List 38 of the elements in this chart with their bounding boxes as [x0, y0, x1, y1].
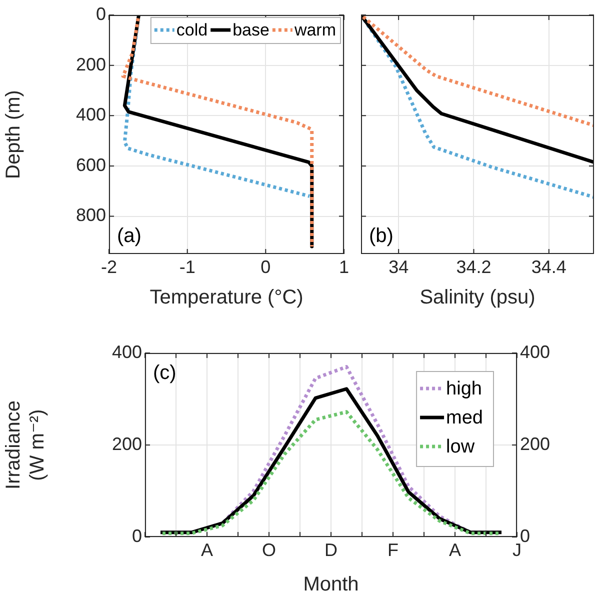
y2-tick-label: 0	[520, 526, 530, 546]
y-axis-title: Depth (m)	[2, 90, 25, 179]
y-tick-label: 200	[112, 434, 142, 454]
y-tick-label: 200	[76, 54, 106, 74]
x-tick-label: O	[262, 540, 276, 560]
y-tick-label: 400	[76, 104, 106, 125]
legend-label: med	[446, 408, 484, 429]
x-tick-label: A	[448, 540, 462, 560]
annotation: (a)	[117, 225, 142, 247]
y-tick-label: 0	[132, 526, 142, 546]
x-tick-label: 34.4	[531, 256, 566, 277]
y-axis-title: Irradiance (W m⁻²)	[2, 400, 49, 490]
x-tick-label: D	[324, 540, 338, 560]
legend-label: base	[232, 20, 270, 40]
x-tick-label: A	[200, 540, 214, 560]
x-tick-label: J	[512, 540, 522, 560]
x-tick-label: 1	[338, 256, 349, 277]
legend-label: cold	[176, 20, 208, 40]
y-tick-label: 0	[96, 4, 106, 24]
y2-tick-label: 200	[520, 434, 550, 454]
y-tick-label: 800	[76, 205, 106, 226]
annotation: (c)	[153, 362, 176, 384]
legend-label: high	[446, 378, 482, 400]
y2-tick-label: 400	[520, 342, 550, 362]
x-axis-title: Salinity (psu)	[420, 286, 536, 309]
y-tick-label: 400	[112, 342, 142, 362]
x-axis-title: Temperature (°C)	[150, 286, 304, 309]
annotation: (b)	[369, 225, 394, 247]
x-tick-label: -2	[100, 256, 118, 277]
x-tick-label: 0	[260, 256, 271, 277]
x-tick-label: 34	[388, 256, 409, 277]
x-axis-title: Month	[303, 574, 359, 596]
y-tick-label: 600	[76, 154, 106, 175]
legend-label: low	[446, 436, 475, 458]
x-tick-label: -1	[179, 256, 196, 277]
legend-label: warm	[293, 20, 336, 40]
x-tick-label: 34.2	[456, 256, 492, 277]
x-tick-label: F	[388, 540, 398, 560]
